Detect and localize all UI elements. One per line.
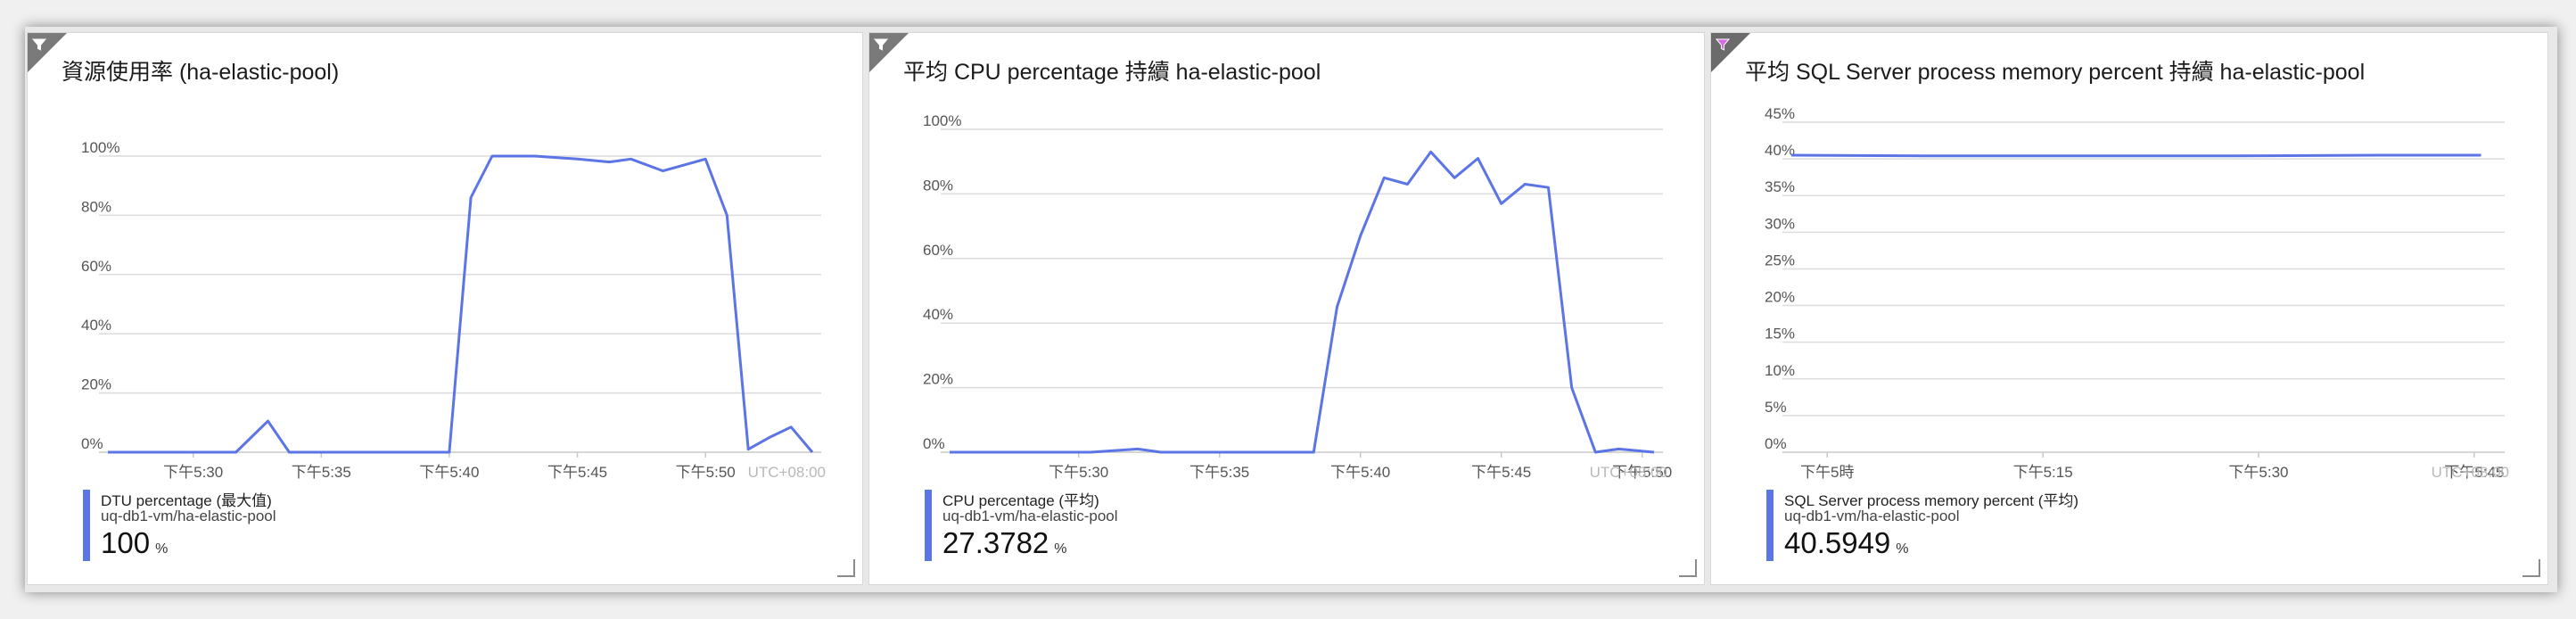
legend-value-unit: %	[155, 541, 169, 557]
y-tick-label: 45%	[1765, 105, 1795, 122]
legend-color-bar	[83, 490, 90, 561]
y-tick-label: 60%	[923, 242, 953, 259]
y-tick-label: 20%	[1765, 289, 1795, 306]
legend-resource-name: uq-db1-vm/ha-elastic-pool	[1784, 508, 1960, 524]
tile-title[interactable]: 平均 SQL Server process memory percent 持續 …	[1745, 60, 2366, 85]
resize-handle-icon[interactable]	[837, 559, 855, 577]
x-tick-label: 下午5:45	[1471, 464, 1531, 481]
y-tick-label: 40%	[923, 306, 953, 323]
y-tick-label: 0%	[81, 435, 103, 452]
filter-icon[interactable]	[1715, 37, 1731, 53]
resize-handle-icon[interactable]	[2523, 559, 2540, 577]
y-tick-label: 20%	[923, 371, 953, 388]
legend-resource-name: uq-db1-vm/ha-elastic-pool	[101, 508, 276, 524]
legend-color-bar	[1766, 490, 1774, 561]
legend-value-unit: %	[1896, 541, 1909, 557]
filter-icon[interactable]	[873, 37, 889, 53]
y-tick-label: 30%	[1765, 215, 1795, 232]
tile-memory-percent[interactable]: 平均 SQL Server process memory percent 持續 …	[1710, 32, 2548, 585]
legend-resource-name: uq-db1-vm/ha-elastic-pool	[942, 508, 1118, 524]
series-line	[108, 154, 814, 454]
x-tick-label: 下午5:45	[547, 464, 607, 481]
legend-value-number: 27.3782	[942, 526, 1049, 559]
y-tick-label: 35%	[1765, 178, 1795, 195]
y-tick-label: 100%	[923, 112, 961, 129]
tile-resource-usage[interactable]: 資源使用率 (ha-elastic-pool) 0% 20% 40% 60% 80% 10…	[27, 32, 863, 585]
legend-metric-name[interactable]: CPU percentage (平均)	[942, 492, 1099, 509]
line-chart[interactable]: 0% 20% 40% 60% 80% 100% 下午5:30 下午5:35 下午5:40 下午5:…	[28, 33, 864, 586]
timezone-label: UTC+08:00	[748, 464, 826, 481]
series-line	[950, 150, 1655, 454]
y-tick-label: 5%	[1765, 399, 1787, 416]
filter-icon[interactable]	[31, 37, 47, 53]
x-tick-label: 下午5:15	[2013, 464, 2073, 481]
y-tick-label: 0%	[923, 435, 945, 452]
legend-value-number: 40.5949	[1784, 526, 1891, 559]
y-tick-label: 0%	[1765, 435, 1787, 452]
legend-metric-name[interactable]: DTU percentage (最大值)	[101, 492, 272, 509]
x-tick-label: 下午5:50	[676, 464, 736, 481]
y-tick-label: 80%	[81, 198, 111, 215]
timezone-label: UTC+08:00	[1590, 464, 1667, 481]
y-tick-label: 100%	[81, 139, 119, 156]
y-tick-label: 60%	[81, 258, 111, 275]
x-tick-label: 下午5:30	[2228, 464, 2288, 481]
y-tick-label: 40%	[81, 317, 111, 334]
timezone-label: UTC+08:00	[2432, 464, 2509, 481]
x-tick-label: 下午5:50	[1612, 464, 1672, 481]
y-tick-label: 25%	[1765, 252, 1795, 268]
y-tick-label: 10%	[1765, 362, 1795, 379]
legend-value-number: 100	[101, 526, 151, 559]
legend-value: 27.3782%	[942, 526, 1067, 560]
y-tick-label: 15%	[1765, 326, 1795, 343]
series-line	[1790, 153, 2481, 158]
tile-cpu-percentage[interactable]: 平均 CPU percentage 持續 ha-elastic-pool 0% 2…	[868, 32, 1705, 585]
legend-value: 100%	[101, 526, 168, 560]
y-tick-label: 80%	[923, 177, 953, 194]
legend-value-unit: %	[1054, 541, 1067, 557]
tile-title[interactable]: 平均 CPU percentage 持續 ha-elastic-pool	[903, 60, 1321, 85]
y-tick-label: 20%	[81, 376, 111, 393]
x-tick-label: 下午5:30	[1049, 464, 1108, 481]
legend-metric-name[interactable]: SQL Server process memory percent (平均)	[1784, 492, 2079, 509]
tile-title[interactable]: 資源使用率 (ha-elastic-pool)	[62, 60, 340, 85]
x-tick-label: 下午5:40	[419, 464, 479, 481]
x-tick-label: 下午5:40	[1330, 464, 1390, 481]
line-chart[interactable]: 0% 20% 40% 60% 80% 100% 下午5:30 下午5:35 下午5:40 下午5:…	[869, 33, 1706, 586]
resize-handle-icon[interactable]	[1679, 559, 1697, 577]
x-tick-label: 下午5:45	[2444, 464, 2504, 481]
x-tick-label: 下午5:35	[1189, 464, 1249, 481]
line-chart[interactable]: 0% 5% 10% 15% 20% 25% 30% 35% 40% 45% 下午5時 下午5:15 下午…	[1711, 33, 2549, 586]
x-tick-label: 下午5:35	[292, 464, 351, 481]
x-tick-label: 下午5:30	[163, 464, 223, 481]
y-tick-label: 40%	[1765, 142, 1795, 159]
legend-color-bar	[925, 490, 932, 561]
x-tick-label: 下午5時	[1800, 464, 1854, 481]
legend-value: 40.5949%	[1784, 526, 1909, 560]
